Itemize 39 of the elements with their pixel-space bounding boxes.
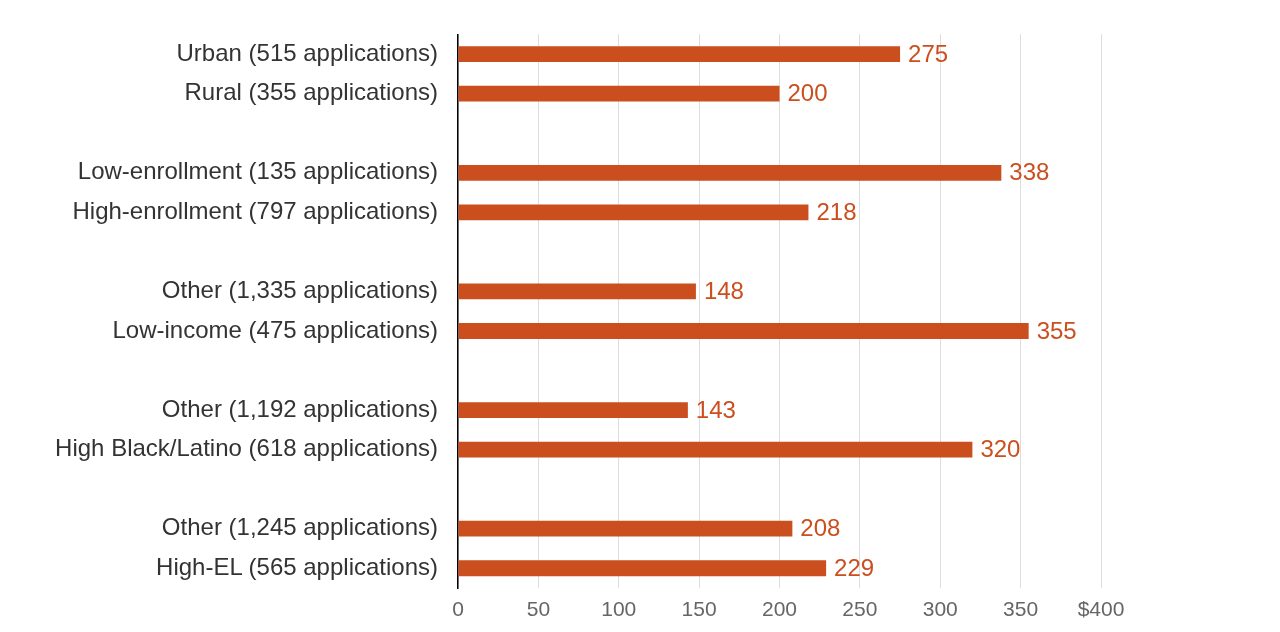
y-tick-label: Low-income (475 applications) [112,315,438,343]
data-label: 148 [703,277,744,305]
y-tick-label: High-EL (565 applications) [156,552,438,580]
x-tick-label: 300 [922,597,958,621]
y-tick-label: Other (1,335 applications) [161,276,438,304]
y-tick-label: High-enrollment (797 applications) [72,196,438,224]
y-tick-label: Low-enrollment (135 applications) [77,157,438,185]
x-tick-label: $400 [1077,597,1125,621]
y-tick-label: Other (1,245 applications) [161,513,438,541]
data-label: 143 [695,395,736,423]
data-label: 200 [787,79,828,107]
bar [458,441,973,458]
data-label: 208 [800,514,841,542]
data-label: 355 [1036,316,1077,344]
data-label: 275 [908,39,949,67]
x-tick-label: 200 [761,597,798,621]
bar [458,323,1029,339]
bar [458,520,793,537]
y-tick-label: Urban (515 applications) [176,38,438,66]
bar [458,164,1002,181]
bar [458,402,688,418]
x-tick-label: 50 [526,597,551,621]
y-tick-label: High Black/Latino (618 applications) [55,434,438,462]
data-label: 338 [1009,158,1050,186]
y-tick-label: Rural (355 applications) [184,78,438,106]
data-label: 218 [816,197,857,225]
bar [458,46,901,63]
x-tick-label: 250 [842,597,878,621]
data-label: 229 [834,553,875,581]
x-tick-label: 150 [681,597,717,621]
bar [458,560,827,577]
bar [458,283,696,300]
x-tick-label: 100 [601,597,637,621]
x-tick-label: 0 [452,597,464,621]
x-tick-label: 350 [1003,597,1039,621]
y-tick-label: Other (1,192 applications) [161,394,438,422]
bar [458,85,780,102]
bar [458,204,809,221]
data-label: 320 [980,435,1021,463]
